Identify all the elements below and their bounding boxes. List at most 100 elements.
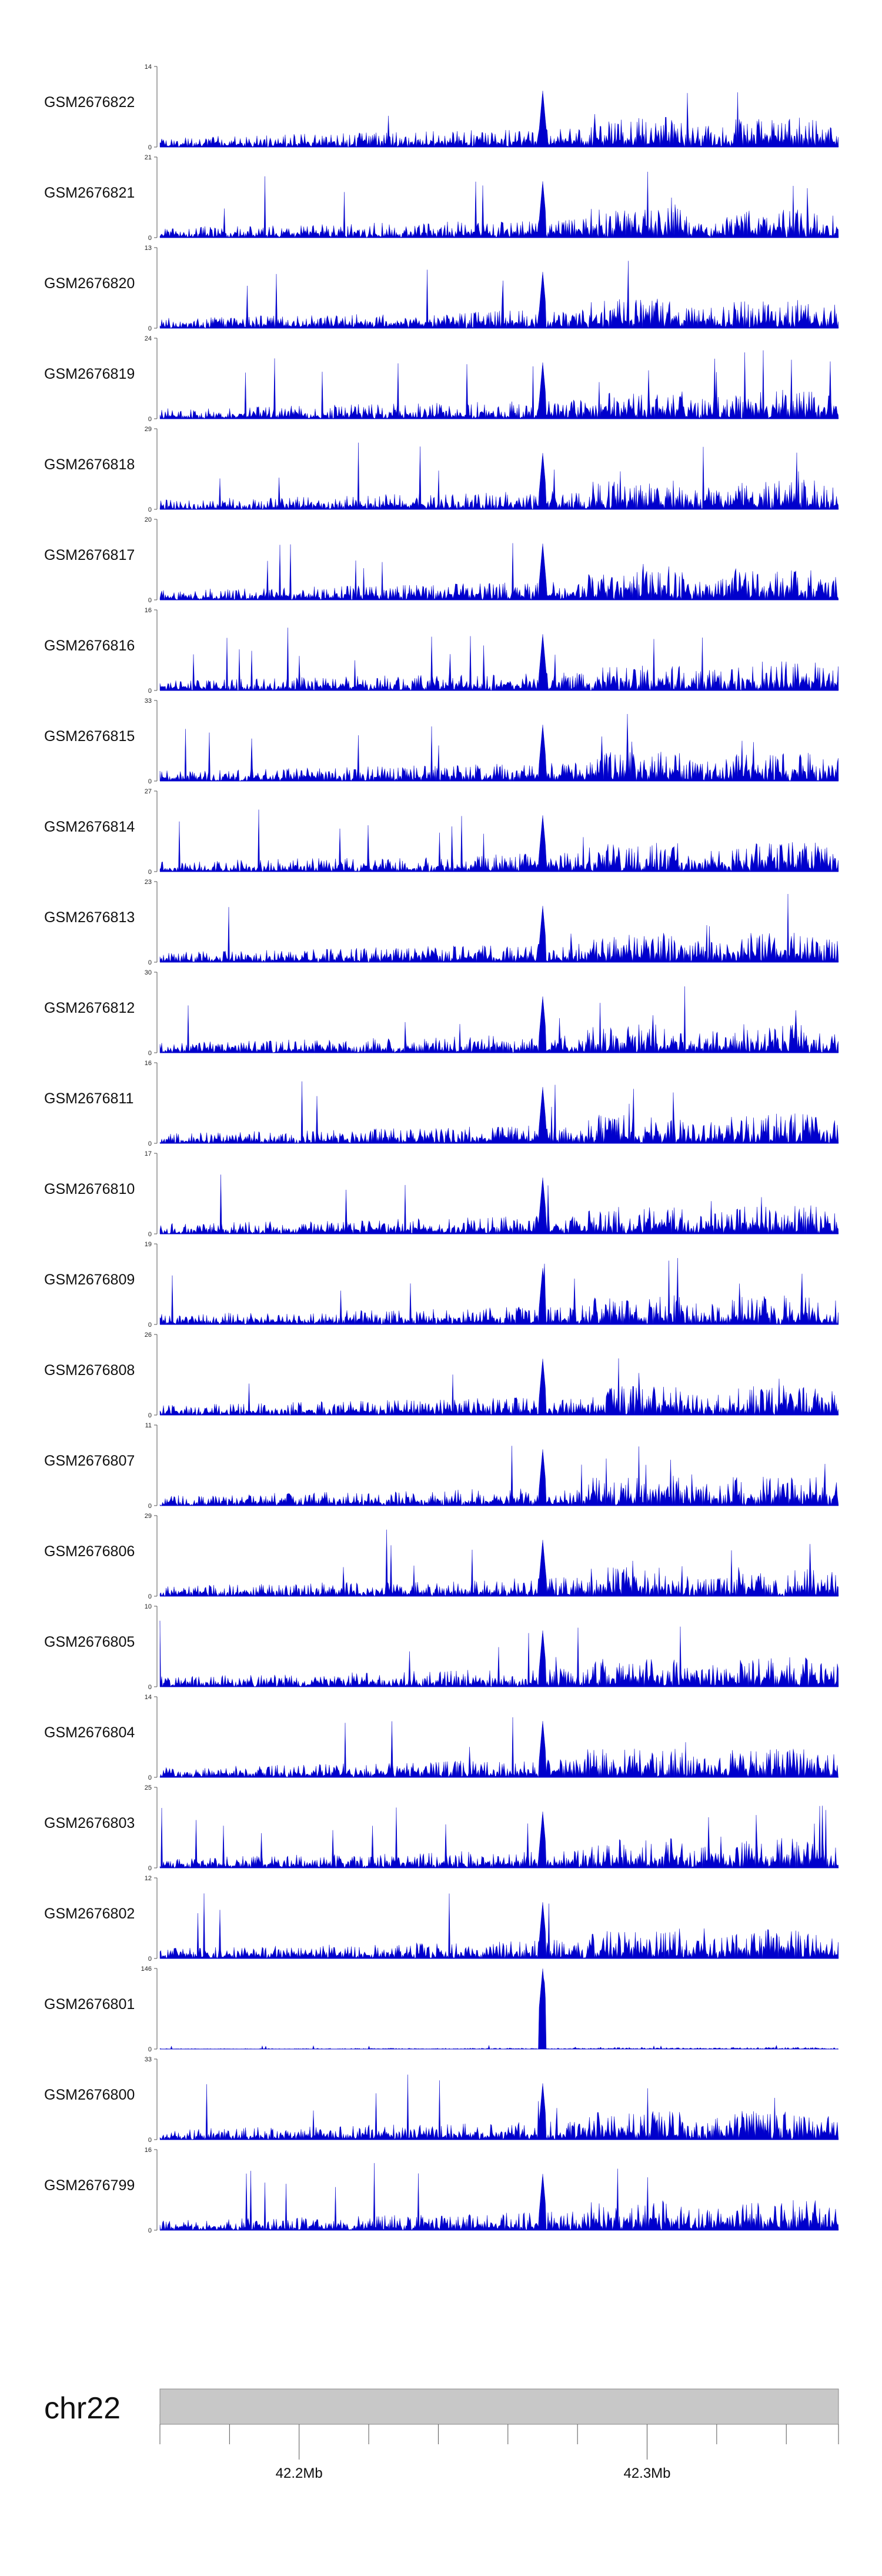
track-GSM2676800: GSM2676800 33 0 [44, 2056, 839, 2144]
track-ymax-label: 27 [145, 788, 152, 795]
track-ymax-label: 26 [145, 1332, 152, 1339]
track-ymin-label: 0 [148, 1412, 152, 1419]
track-ymax-label: 20 [145, 516, 152, 523]
chromosome-ideogram [159, 2388, 839, 2425]
coverage-area [159, 1806, 839, 1868]
track-ymax-label: 12 [145, 1875, 152, 1882]
track-label: GSM2676817 [44, 547, 135, 563]
coverage-area [159, 442, 839, 510]
track-ymin-label: 0 [148, 688, 152, 695]
coverage-area [159, 172, 839, 238]
track-label: GSM2676812 [44, 1000, 135, 1016]
track-GSM2676814: GSM2676814 27 0 [44, 788, 839, 876]
track-ymin-label: 0 [148, 597, 152, 604]
track-GSM2676799: GSM2676799 16 0 [44, 2147, 839, 2234]
track-GSM2676818: GSM2676818 29 0 [44, 426, 839, 513]
track-label: GSM2676805 [44, 1634, 135, 1650]
track-label: GSM2676822 [44, 94, 135, 111]
track-label: GSM2676802 [44, 1906, 135, 1922]
track-ymin-label: 0 [148, 1865, 152, 1872]
track-GSM2676803: GSM2676803 25 0 [44, 1784, 839, 1872]
track-ymax-label: 23 [145, 879, 152, 886]
track-label: GSM2676818 [44, 456, 135, 473]
track-GSM2676811: GSM2676811 16 0 [44, 1060, 839, 1147]
coverage-area [159, 261, 839, 329]
track-GSM2676822: GSM2676822 14 0 [44, 64, 839, 151]
track-ymax-label: 21 [145, 154, 152, 161]
track-label: GSM2676816 [44, 638, 135, 654]
track-GSM2676817: GSM2676817 20 0 [44, 516, 839, 604]
coverage-area [159, 1174, 839, 1234]
track-ymin-label: 0 [148, 959, 152, 966]
track-ymax-label: 33 [145, 2056, 152, 2063]
track-ymax-label: 17 [145, 1150, 152, 1157]
coverage-area [159, 1717, 839, 1778]
coverage-area [159, 350, 839, 419]
coverage-area [159, 1620, 839, 1687]
track-GSM2676802: GSM2676802 12 0 [44, 1875, 839, 1963]
track-GSM2676812: GSM2676812 30 0 [44, 969, 839, 1057]
track-label: GSM2676815 [44, 728, 135, 745]
track-GSM2676807: GSM2676807 11 0 [44, 1422, 839, 1510]
track-label: GSM2676799 [44, 2177, 135, 2194]
coverage-area [159, 986, 839, 1053]
track-ymin-label: 0 [148, 1593, 152, 1600]
track-ymin-label: 0 [148, 1231, 152, 1238]
track-label: GSM2676814 [44, 819, 135, 835]
track-ymax-label: 29 [145, 1513, 152, 1520]
coverage-area [159, 1258, 839, 1325]
genome-axis: chr22 42.2Mb 42.3Mb [44, 2388, 839, 2481]
track-GSM2676804: GSM2676804 14 0 [44, 1694, 839, 1781]
track-ymax-label: 24 [145, 335, 152, 342]
track-label: GSM2676803 [44, 1815, 135, 1831]
coverage-area [159, 1446, 839, 1506]
track-ymin-label: 0 [148, 235, 152, 242]
track-GSM2676801: GSM2676801 146 0 [44, 1966, 839, 2053]
coverage-tracks: GSM2676822140GSM2676821210GSM2676820130G… [44, 64, 839, 2234]
track-ymin-label: 0 [148, 2046, 152, 2053]
genome-axis-ticks: 42.2Mb 42.3Mb [159, 2424, 839, 2481]
track-ymax-label: 30 [145, 969, 152, 976]
track-GSM2676815: GSM2676815 33 0 [44, 698, 839, 785]
track-label: GSM2676821 [44, 185, 135, 201]
track-ymin-label: 0 [148, 1050, 152, 1057]
track-GSM2676820: GSM2676820 13 0 [44, 245, 839, 332]
coverage-area [159, 893, 839, 963]
track-GSM2676813: GSM2676813 23 0 [44, 879, 839, 966]
track-ymin-label: 0 [148, 1503, 152, 1510]
track-label: GSM2676810 [44, 1181, 135, 1197]
track-ymin-label: 0 [148, 1322, 152, 1329]
track-label: GSM2676807 [44, 1453, 135, 1469]
track-label: GSM2676811 [44, 1090, 133, 1107]
track-label: GSM2676809 [44, 1272, 135, 1288]
track-ymin-label: 0 [148, 1956, 152, 1963]
track-GSM2676806: GSM2676806 29 0 [44, 1513, 839, 1600]
track-label: GSM2676806 [44, 1543, 135, 1560]
track-ymin-label: 0 [148, 2137, 152, 2144]
coverage-area [159, 91, 839, 148]
track-ymax-label: 25 [145, 1784, 152, 1791]
track-ymin-label: 0 [148, 506, 152, 513]
coverage-area [159, 1529, 839, 1597]
track-GSM2676816: GSM2676816 16 0 [44, 607, 839, 695]
coverage-area [159, 713, 839, 782]
track-ymax-label: 11 [145, 1422, 152, 1429]
coverage-area [159, 1893, 839, 1959]
genome-position-label: 42.2Mb [276, 2465, 323, 2481]
track-ymax-label: 33 [145, 698, 152, 705]
track-ymin-label: 0 [148, 1774, 152, 1781]
track-ymax-label: 13 [145, 245, 152, 252]
track-GSM2676821: GSM2676821 21 0 [44, 154, 839, 242]
track-ymin-label: 0 [148, 144, 152, 151]
track-ymin-label: 0 [148, 416, 152, 423]
track-label: GSM2676804 [44, 1724, 135, 1741]
coverage-area [159, 1968, 839, 2050]
track-ymax-label: 10 [145, 1603, 152, 1610]
track-ymin-label: 0 [148, 325, 152, 332]
track-ymax-label: 14 [145, 1694, 152, 1701]
coverage-area [159, 1081, 839, 1144]
track-GSM2676819: GSM2676819 24 0 [44, 335, 839, 423]
track-ymax-label: 16 [145, 2147, 152, 2154]
track-ymin-label: 0 [148, 2227, 152, 2234]
